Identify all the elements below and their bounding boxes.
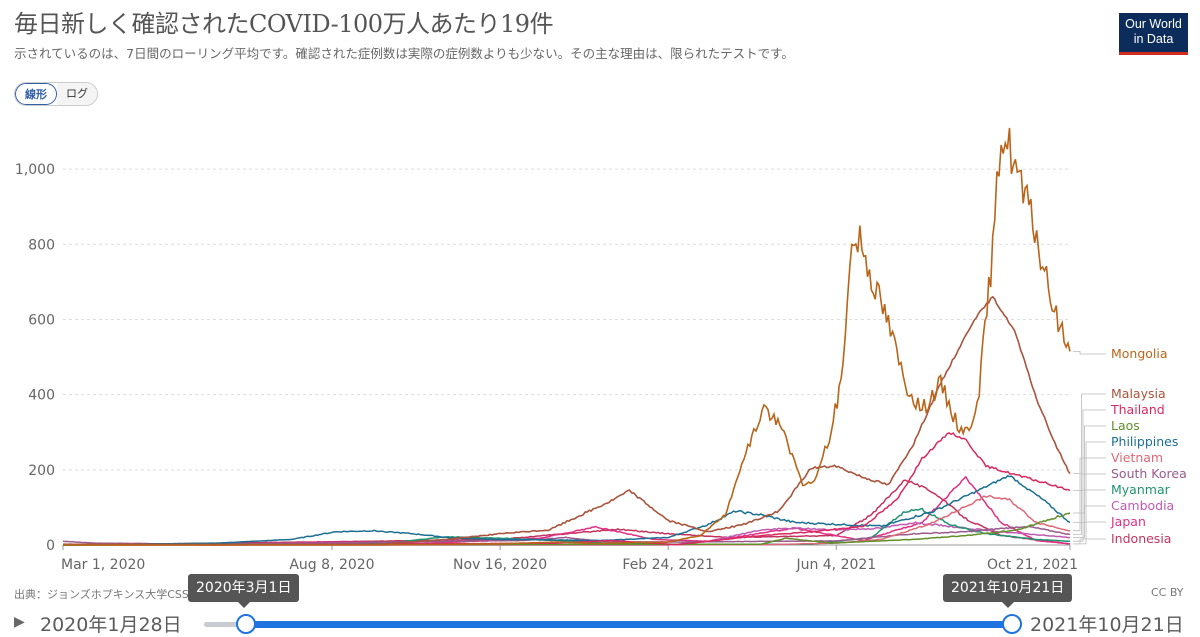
series-label[interactable]: Vietnam: [1111, 450, 1163, 465]
start-date-tooltip: 2020年3月1日: [188, 574, 300, 608]
y-axis-ticks: 0 200 400 600 800 1,000: [15, 162, 55, 554]
series-label[interactable]: South Korea: [1111, 466, 1187, 481]
line-chart: 0 200 400 600 800 1,000 Mar 1, 2020 Aug 8, 202…: [15, 127, 1187, 573]
x-tick-label: Oct 21, 2021: [987, 557, 1078, 573]
series-line[interactable]: [63, 127, 1071, 546]
y-tick-label: 800: [28, 237, 55, 253]
linear-scale-button[interactable]: 線形: [15, 83, 57, 105]
label-leader-line: [1073, 393, 1106, 475]
series-label[interactable]: Cambodia: [1111, 498, 1174, 513]
timeline-end-handle[interactable]: [1002, 614, 1022, 634]
y-tick-label: 600: [28, 312, 55, 328]
y-tick-label: 1,000: [15, 162, 55, 178]
series-line[interactable]: [63, 475, 1071, 546]
logo-line-2: in Data: [1133, 32, 1174, 46]
timeline-start-label: 2020年1月28日: [40, 614, 182, 636]
timeline-selected-range[interactable]: [245, 621, 1012, 628]
label-leader-line: [1073, 521, 1106, 545]
x-tick-label: Feb 24, 2021: [622, 557, 714, 573]
play-icon[interactable]: ▶: [14, 614, 25, 630]
owid-logo[interactable]: Our World in Data: [1119, 13, 1188, 55]
x-tick-label: Nov 16, 2020: [453, 557, 547, 573]
series-label[interactable]: Laos: [1111, 418, 1140, 433]
label-leader-line: [1073, 425, 1106, 514]
label-leader-line: [1073, 489, 1106, 542]
label-leader-line: [1073, 538, 1106, 545]
y-tick-label: 0: [46, 538, 55, 554]
x-axis-ticks: Mar 1, 2020 Aug 8, 2020 Nov 16, 2020 Feb 24…: [61, 545, 1078, 573]
series-line[interactable]: [63, 432, 1071, 546]
scale-toggle[interactable]: 線形 ログ: [14, 82, 98, 106]
x-tick-label: Jun 4, 2021: [795, 557, 876, 573]
timeline-start-handle[interactable]: [236, 614, 256, 634]
end-date-tooltip: 2021年10月21日: [943, 574, 1073, 608]
series-label[interactable]: Mongolia: [1111, 346, 1168, 361]
series-label[interactable]: Indonesia: [1111, 531, 1171, 546]
label-leader-line: [1073, 409, 1106, 491]
x-tick-label: Aug 8, 2020: [289, 557, 374, 573]
log-scale-button[interactable]: ログ: [57, 83, 97, 105]
y-tick-label: 200: [28, 463, 55, 479]
series-line[interactable]: [62, 295, 1071, 546]
logo-line-1: Our World: [1125, 17, 1182, 31]
series-lines: [62, 127, 1071, 546]
label-leader-line: [1073, 350, 1106, 355]
series-label[interactable]: Thailand: [1110, 402, 1165, 417]
series-label[interactable]: Myanmar: [1111, 482, 1171, 497]
timeline-end-label: 2021年10月21日: [1030, 614, 1184, 636]
y-tick-label: 400: [28, 388, 55, 404]
series-label[interactable]: Japan: [1110, 514, 1146, 529]
series-line[interactable]: [63, 479, 1071, 546]
chart-subtitle: 示されているのは、7日間のローリング平均です。確認された症例数は実際の症例数より…: [14, 46, 794, 61]
license-link[interactable]: CC BY: [1151, 586, 1184, 599]
label-leader-line: [1073, 505, 1106, 538]
series-label[interactable]: Malaysia: [1111, 386, 1166, 401]
series-label[interactable]: Philippines: [1111, 434, 1178, 449]
chart-title: 毎日新しく確認されたCOVID-100万人あたり19件: [14, 10, 554, 38]
label-leader-line: [1073, 457, 1106, 532]
label-leader-line: [1073, 441, 1106, 523]
y-grid: [63, 168, 1070, 546]
x-tick-label: Mar 1, 2020: [61, 557, 145, 573]
series-labels: Mongolia MalaysiaThailandLaosPhilippinesV…: [1073, 346, 1187, 546]
label-leader-line: [1073, 473, 1106, 535]
